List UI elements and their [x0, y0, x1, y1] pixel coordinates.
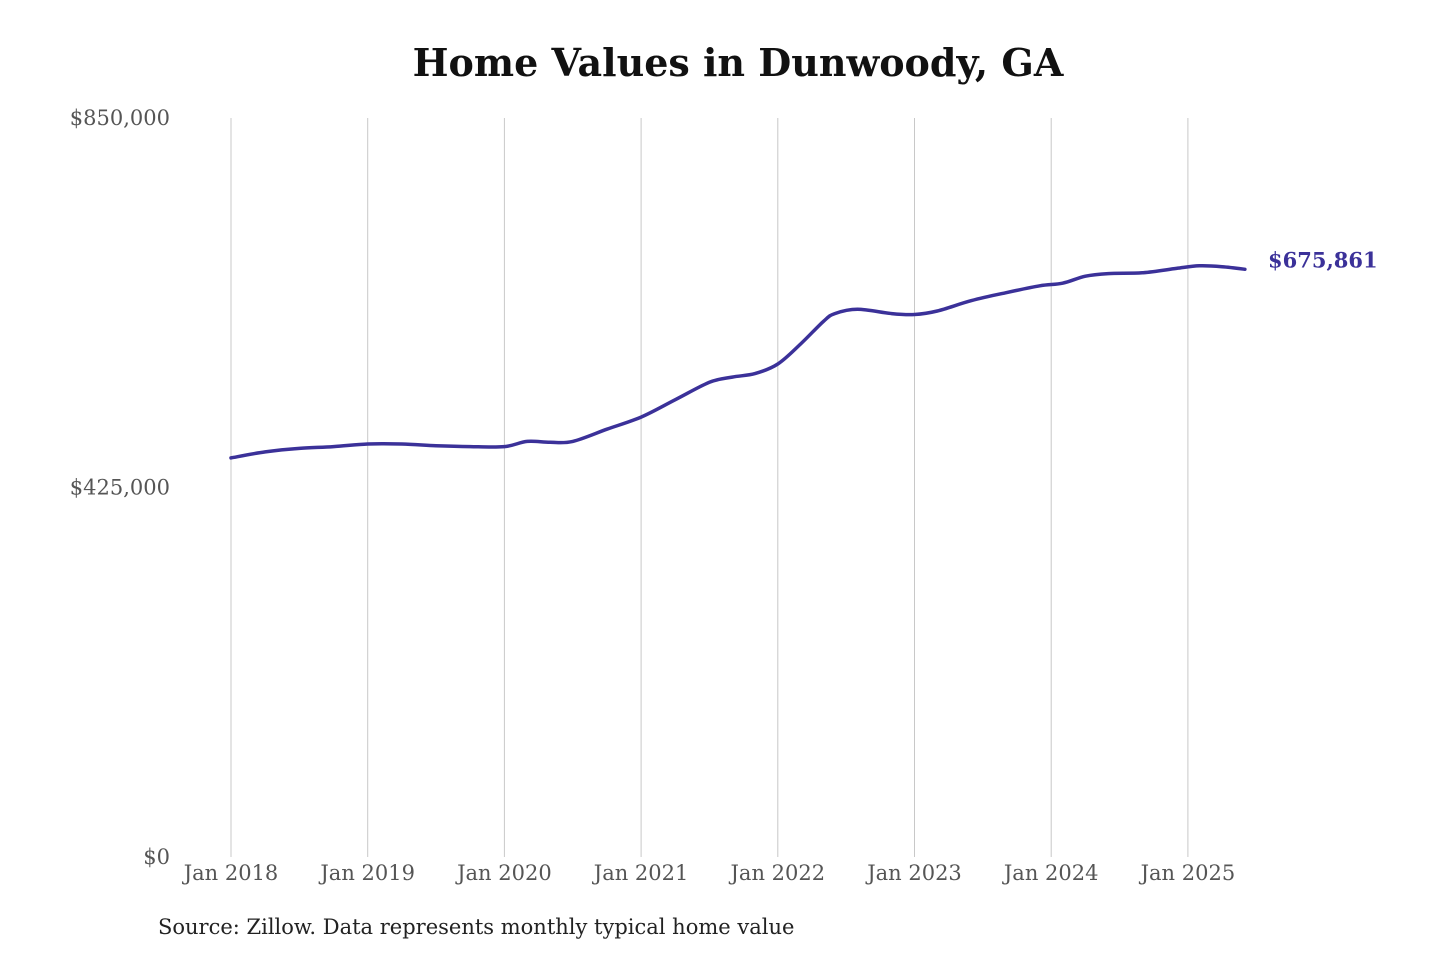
- y-tick-label: $0: [143, 845, 170, 869]
- x-tick-label: Jan 2023: [865, 861, 962, 885]
- end-value-label: $675,861: [1268, 247, 1378, 272]
- home-value-series: [229, 263, 1247, 460]
- x-axis: Jan 2018 Jan 2019 Jan 2020 Jan 2021 Jan 2022…: [182, 861, 1235, 885]
- y-axis: $0 $425,000 $850,000: [70, 106, 170, 869]
- series-line: [229, 263, 1247, 460]
- x-tick-label: Jan 2024: [1002, 861, 1099, 885]
- x-tick-label: Jan 2019: [318, 861, 415, 885]
- source-note: Source: Zillow. Data represents monthly …: [158, 915, 795, 939]
- x-tick-label: Jan 2020: [455, 861, 552, 885]
- y-tick-label: $425,000: [70, 476, 170, 500]
- x-tick-label: Jan 2025: [1139, 861, 1236, 885]
- y-tick-label: $850,000: [70, 106, 170, 130]
- data-labels: $675,861: [1268, 247, 1378, 272]
- x-tick-label: Jan 2018: [182, 861, 279, 885]
- grid-lines: [230, 118, 1189, 857]
- x-tick-label: Jan 2021: [592, 861, 689, 885]
- chart-title: Home Values in Dunwoody, GA: [412, 40, 1064, 85]
- x-tick-label: Jan 2022: [729, 861, 826, 885]
